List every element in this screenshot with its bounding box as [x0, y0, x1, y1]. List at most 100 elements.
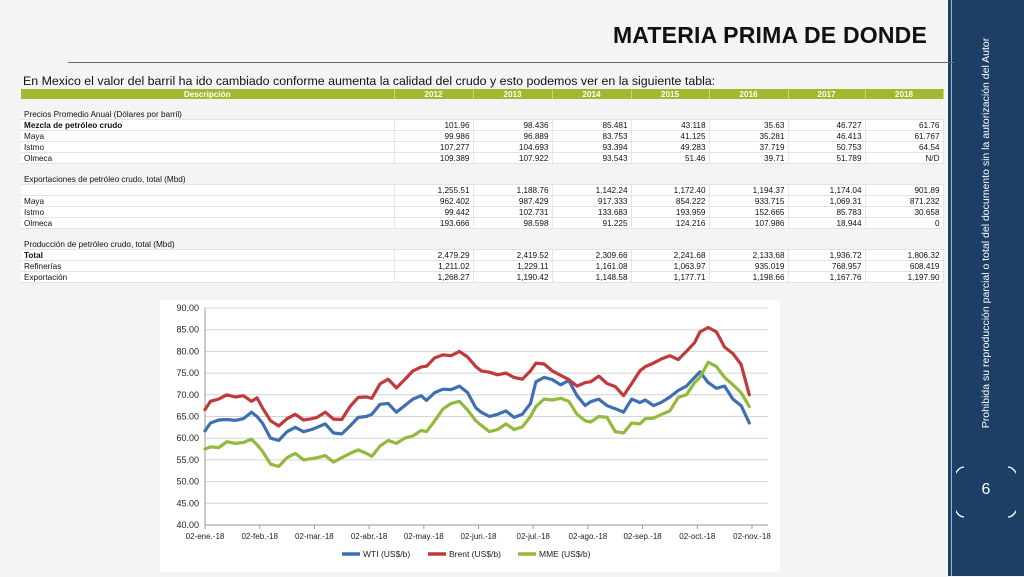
section-label: Precios Promedio Anual (Dólares por barr… [21, 109, 943, 120]
table-cell: 107.986 [709, 217, 789, 229]
table-cell [394, 163, 473, 174]
table-cell: 854.222 [631, 195, 710, 207]
table-cell: 1,069.31 [788, 195, 866, 207]
table-cell: 61.76 [865, 119, 944, 131]
table-cell: 99.442 [394, 206, 474, 218]
table-cell: 1,806.32 [865, 249, 944, 261]
table-cell: 1,142.24 [552, 184, 632, 196]
row-label: Istmo [21, 206, 395, 218]
table-cell [552, 99, 631, 109]
table-cell: 987.429 [473, 195, 553, 207]
table-cell: 1,198.66 [709, 271, 789, 283]
table-cell: 935.019 [709, 260, 789, 272]
x-tick-label: 02-jun.-18 [460, 532, 497, 541]
column-header-year: 2016 [709, 89, 789, 99]
table-cell: 1,188.76 [473, 184, 553, 196]
table-cell: 1,167.76 [788, 271, 866, 283]
y-tick-label: 90.00 [176, 303, 199, 313]
table-cell: 1,268.27 [394, 271, 474, 283]
table-body: Precios Promedio Anual (Dólares por barr… [21, 99, 944, 283]
table-cell: 35.281 [709, 130, 789, 142]
table-cell: 1,194.37 [709, 184, 789, 196]
page-badge: 6 [950, 465, 1022, 519]
table-row: Istmo 99.442 102.731 133.683 193.959 152.665 8… [21, 206, 944, 218]
table-cell: 64.54 [865, 141, 944, 153]
oil-price-chart: 90.00 85.00 80.00 75.00 70.00 65.00 60.00 55.00… [160, 300, 780, 572]
table-cell [788, 99, 865, 109]
table-cell [631, 228, 709, 239]
table-cell: 96.889 [473, 130, 553, 142]
x-tick-label: 02-mar.-18 [295, 532, 334, 541]
table-cell [552, 228, 631, 239]
x-tick-label: 02-ene.-18 [186, 532, 225, 541]
row-label [21, 184, 395, 196]
column-header-description: Descripción [21, 89, 395, 99]
chart-background [160, 300, 780, 572]
table-cell: 1,936.72 [788, 249, 866, 261]
table-row: Olmeca 109.389 107.922 93.543 51.46 39.71 51.7… [21, 152, 944, 164]
table-cell: 93.543 [552, 152, 632, 164]
column-header-year: 2017 [788, 89, 866, 99]
table-cell [473, 163, 552, 174]
section-label: Producción de petróleo crudo, total (Mbd… [21, 239, 943, 250]
table-cell [394, 99, 473, 109]
y-tick-label: 75.00 [176, 368, 199, 378]
table-cell: 1,177.71 [631, 271, 710, 283]
table-cell: 107.277 [394, 141, 474, 153]
table-cell: 133.683 [552, 206, 632, 218]
table-cell [865, 228, 943, 239]
table-cell: 109.389 [394, 152, 474, 164]
section-label: Exportaciones de petróleo crudo, total (… [21, 174, 943, 185]
table-cell: 85.783 [788, 206, 866, 218]
table-cell: 43.118 [631, 119, 710, 131]
table-cell: N/D [865, 152, 944, 164]
table-cell: 1,211.02 [394, 260, 474, 272]
table-cell [788, 163, 865, 174]
table-cell: 193.959 [631, 206, 710, 218]
right-sidebar [948, 0, 1024, 576]
y-tick-label: 70.00 [176, 390, 199, 400]
table-header-row: Descripción 2012 2013 2014 2015 2016 2017 2018 [21, 89, 944, 99]
table-cell: 35.63 [709, 119, 789, 131]
table-cell: 1,229.11 [473, 260, 553, 272]
table-cell [865, 99, 943, 109]
table-cell [631, 163, 709, 174]
table-spacer-row [21, 163, 943, 174]
table-cell [552, 163, 631, 174]
table-cell: 18.944 [788, 217, 866, 229]
table-cell: 91.225 [552, 217, 632, 229]
table-cell: 608.419 [865, 260, 944, 272]
column-header-year: 2015 [631, 89, 710, 99]
table-cell: 98.598 [473, 217, 553, 229]
table-cell: 2,241.68 [631, 249, 710, 261]
oil-data-table: Descripción 2012 2013 2014 2015 2016 2017 2018 … [21, 89, 944, 283]
table-cell: 1,174.04 [788, 184, 866, 196]
y-tick-label: 55.00 [176, 455, 199, 465]
table-cell: 99.986 [394, 130, 474, 142]
row-label [21, 99, 394, 109]
table-cell: 98.436 [473, 119, 553, 131]
table-cell: 1,190.42 [473, 271, 553, 283]
table-cell [473, 99, 552, 109]
table-cell [473, 228, 552, 239]
legend-label: WTI (US$/b) [363, 549, 410, 559]
table-row: Olmeca 193.666 98.598 91.225 124.216 107.986 1… [21, 217, 944, 229]
column-header-year: 2014 [552, 89, 632, 99]
row-label: Total [21, 249, 395, 261]
x-tick-label: 02-abr.-18 [351, 532, 388, 541]
row-label: Olmeca [21, 152, 395, 164]
table-cell: 1,161.08 [552, 260, 632, 272]
table-cell: 152.665 [709, 206, 789, 218]
table-cell: 101.96 [394, 119, 474, 131]
table-cell: 1,063.97 [631, 260, 710, 272]
table-cell: 193.666 [394, 217, 474, 229]
table-cell: 0 [865, 217, 944, 229]
series-line-1 [203, 325, 751, 428]
x-tick-label: 02-jul.-18 [517, 532, 551, 541]
table-cell: 917.333 [552, 195, 632, 207]
table-cell: 2,309.66 [552, 249, 632, 261]
table-cell: 2,479.29 [394, 249, 474, 261]
row-label: Exportación [21, 271, 395, 283]
table-row: Maya 99.986 96.889 83.753 41.125 35.281 46.413… [21, 130, 944, 142]
table-cell [709, 228, 788, 239]
